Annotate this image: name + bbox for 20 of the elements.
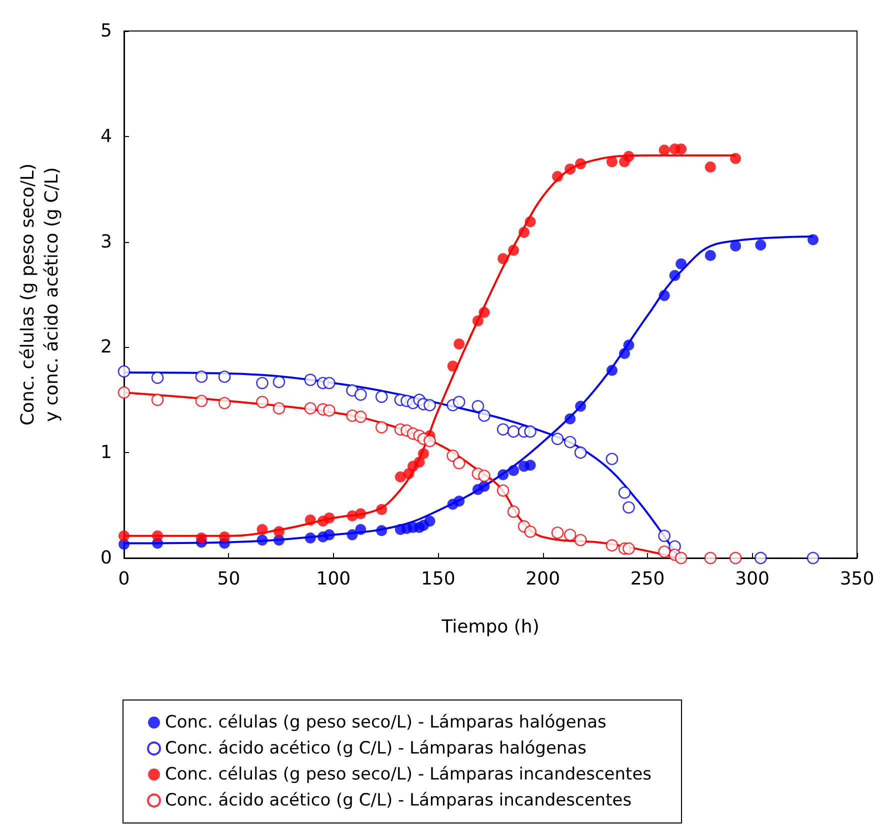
- x-tick-label: 50: [217, 568, 240, 590]
- x-tick-label: 0: [118, 568, 130, 590]
- y-tick-label: 1: [100, 442, 112, 464]
- y-tick-label: 2: [100, 336, 112, 358]
- x-tick-label: 350: [840, 568, 874, 590]
- x-tick-label: 100: [316, 568, 351, 590]
- y-axis-title: Conc. células (g peso seco/L) y conc. ácido acético (g C/L): [18, 163, 62, 426]
- legend-label: Conc. ácido acético (g C/L) - Lámparas incandescentes: [165, 790, 632, 810]
- legend-label: Conc. células (g peso seco/L) - Lámparas halógenas: [165, 712, 607, 732]
- x-tick-label: 200: [526, 568, 560, 590]
- y-tick-label: 4: [100, 126, 112, 147]
- y-tick-label: 3: [100, 231, 112, 252]
- x-tick-label: 150: [420, 568, 456, 590]
- x-tick-label: 300: [735, 568, 770, 590]
- y-tick-label: 0: [100, 548, 112, 568]
- x-axis-title: Tiempo (h): [440, 616, 540, 638]
- legend-label: Conc. células (g peso seco/L) - Lámparas incandescentes: [165, 764, 652, 784]
- legend-label: Conc. ácido acético (g C/L) - Lámparas halógenas: [165, 738, 587, 758]
- y-tick-label: 5: [100, 20, 112, 42]
- x-tick-label: 250: [630, 568, 665, 590]
